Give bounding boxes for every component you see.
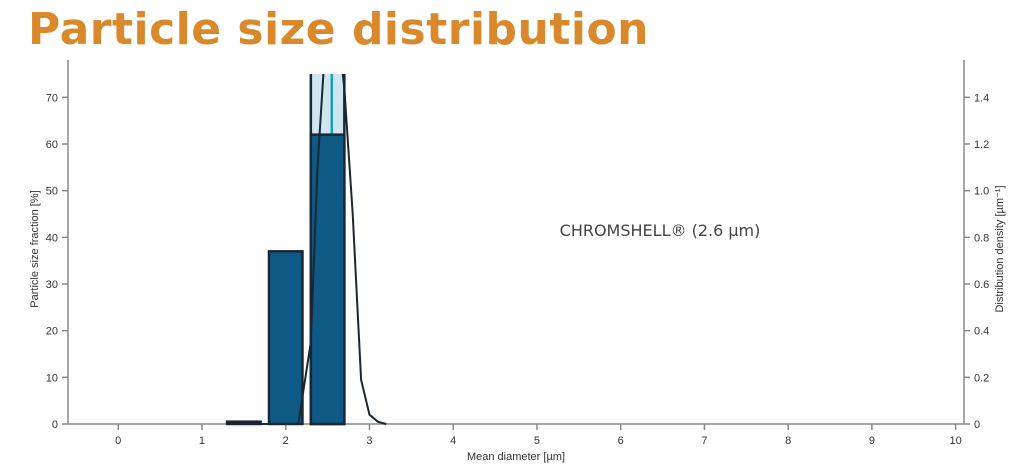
x-tick-label: 7	[701, 435, 707, 447]
y2-tick-label: 0	[974, 419, 980, 431]
plot-area	[225, 74, 387, 426]
y-tick-label: 70	[46, 92, 58, 104]
x-axis-label: Mean diameter [µm]	[467, 451, 565, 463]
y2-axis-label: Distribution density [µm⁻¹]	[994, 185, 1006, 312]
x-tick-label: 10	[950, 435, 962, 447]
axes: 0 1 2 3 4 5 6 7 8 9 10 0 10 20 30 40 50 60 70 0 0.2 0.4 0.6 0.8…	[46, 60, 989, 447]
x-tick-label: 1	[199, 435, 205, 447]
x-tick-label: 3	[366, 435, 372, 447]
x-tick-label: 6	[618, 435, 624, 447]
y2-tick-label: 1.2	[974, 139, 989, 151]
y-tick-label: 50	[46, 186, 58, 198]
x-tick-label: 9	[869, 435, 875, 447]
y2-tick-label: 0.8	[974, 232, 989, 244]
labels: Mean diameter [µm] Particle size fraction…	[29, 185, 1006, 463]
y2-tick-label: 1.4	[974, 92, 989, 104]
bar	[267, 250, 304, 426]
bar	[225, 420, 262, 426]
y-tick-label: 30	[46, 279, 58, 291]
y-tick-label: 10	[46, 372, 58, 384]
y-tick-label: 40	[46, 232, 58, 244]
chart-title: Particle size distribution	[28, 4, 650, 55]
y-tick-label: 0	[52, 419, 58, 431]
bar	[309, 133, 346, 426]
y-axis-label: Particle size fraction [%]	[29, 190, 41, 307]
y2-tick-label: 1.0	[974, 186, 989, 198]
x-tick-label: 4	[450, 435, 456, 447]
y2-tick-label: 0.4	[974, 326, 989, 338]
y2-tick-label: 0.6	[974, 279, 989, 291]
y-tick-label: 60	[46, 139, 58, 151]
series-annotation: CHROMSHELL® (2.6 µm)	[560, 221, 761, 240]
x-tick-label: 0	[115, 435, 121, 447]
x-tick-label: 8	[785, 435, 791, 447]
y-tick-label: 20	[46, 326, 58, 338]
density-curve	[260, 74, 387, 425]
x-tick-label: 2	[283, 435, 289, 447]
y2-tick-label: 0.2	[974, 372, 989, 384]
x-tick-label: 5	[534, 435, 540, 447]
